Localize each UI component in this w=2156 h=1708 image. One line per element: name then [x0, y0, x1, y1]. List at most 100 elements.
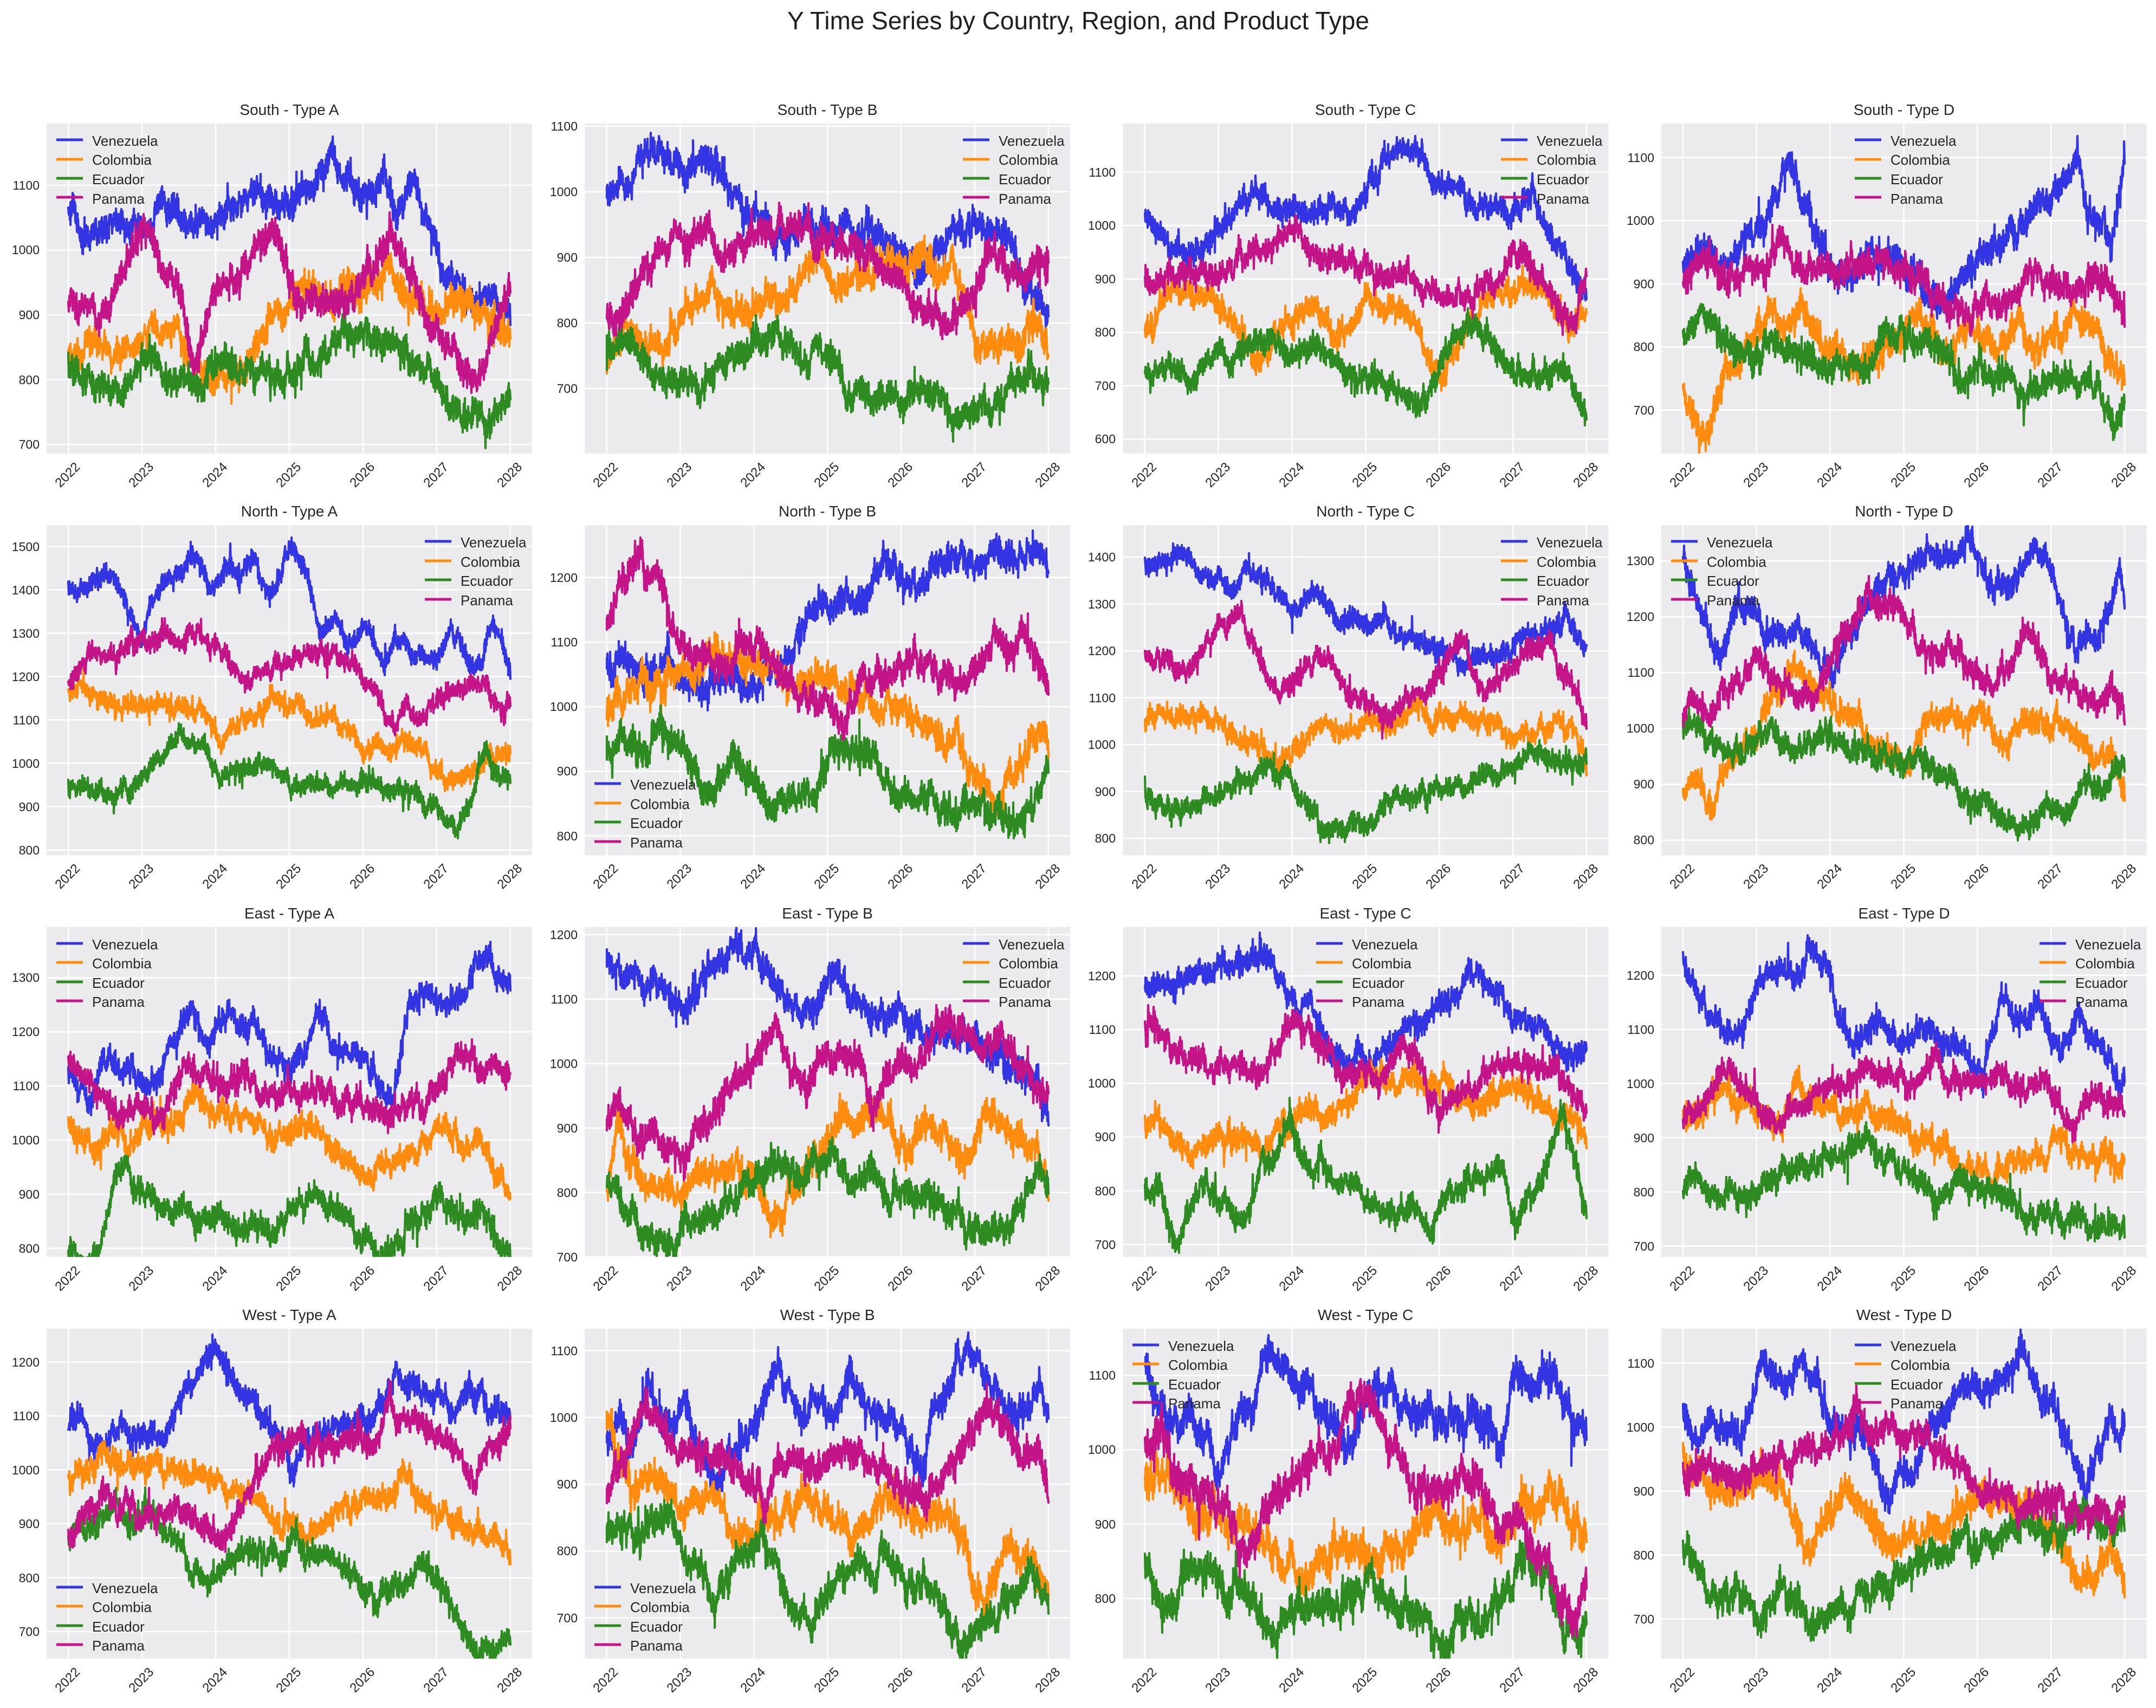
svg-text:900: 900 [1634, 777, 1654, 791]
svg-text:East - Type D: East - Type D [1858, 905, 1950, 922]
svg-text:900: 900 [557, 1121, 578, 1135]
svg-text:1000: 1000 [12, 243, 40, 257]
svg-text:1000: 1000 [12, 1133, 40, 1147]
svg-text:West - Type D: West - Type D [1856, 1306, 1952, 1323]
svg-text:Colombia: Colombia [2075, 955, 2135, 972]
svg-text:Panama: Panama [1168, 1395, 1221, 1412]
svg-text:1300: 1300 [12, 971, 40, 985]
svg-text:Panama: Panama [461, 592, 513, 609]
svg-text:700: 700 [19, 437, 40, 451]
svg-text:1300: 1300 [1627, 554, 1654, 568]
svg-text:900: 900 [19, 308, 40, 322]
svg-text:Venezuela: Venezuela [1707, 534, 1773, 551]
svg-text:900: 900 [557, 250, 578, 264]
svg-text:1000: 1000 [12, 1463, 40, 1477]
svg-text:Panama: Panama [630, 1638, 683, 1654]
svg-text:900: 900 [1634, 277, 1654, 291]
svg-text:Panama: Panama [1537, 191, 1589, 207]
svg-text:North - Type D: North - Type D [1855, 503, 1953, 520]
svg-text:West - Type A: West - Type A [242, 1306, 336, 1323]
svg-text:Colombia: Colombia [1537, 152, 1596, 168]
svg-text:Ecuador: Ecuador [92, 1619, 145, 1635]
svg-text:Ecuador: Ecuador [1707, 573, 1759, 589]
svg-text:800: 800 [19, 1241, 40, 1256]
svg-text:700: 700 [557, 1611, 578, 1625]
svg-text:1400: 1400 [1088, 550, 1116, 564]
svg-text:Venezuela: Venezuela [1352, 936, 1418, 953]
svg-text:700: 700 [1634, 1239, 1654, 1253]
svg-text:Panama: Panama [630, 834, 683, 851]
svg-text:Panama: Panama [1707, 592, 1759, 609]
svg-text:Colombia: Colombia [461, 554, 520, 570]
svg-text:1200: 1200 [1088, 969, 1116, 983]
svg-text:800: 800 [557, 1544, 578, 1558]
svg-text:1000: 1000 [550, 185, 578, 199]
svg-text:Ecuador: Ecuador [1537, 573, 1589, 589]
svg-text:Venezuela: Venezuela [1168, 1338, 1234, 1354]
svg-text:1200: 1200 [1627, 968, 1654, 982]
svg-text:Panama: Panama [1537, 592, 1589, 609]
svg-text:1000: 1000 [12, 756, 40, 771]
svg-text:800: 800 [1634, 340, 1654, 354]
svg-text:700: 700 [1634, 403, 1654, 417]
svg-text:900: 900 [19, 1187, 40, 1201]
svg-text:1500: 1500 [12, 540, 40, 554]
svg-text:West - Type C: West - Type C [1318, 1306, 1413, 1323]
svg-text:Ecuador: Ecuador [461, 573, 513, 589]
svg-text:800: 800 [19, 373, 40, 387]
svg-text:Ecuador: Ecuador [999, 975, 1051, 991]
svg-text:900: 900 [1095, 1517, 1116, 1531]
svg-text:Ecuador: Ecuador [92, 975, 145, 991]
svg-text:North - Type A: North - Type A [241, 503, 338, 520]
svg-text:Colombia: Colombia [92, 1599, 152, 1615]
svg-text:Colombia: Colombia [1707, 554, 1766, 570]
svg-text:700: 700 [1095, 1238, 1116, 1252]
svg-text:1100: 1100 [1628, 665, 1654, 680]
svg-text:Panama: Panama [1352, 994, 1404, 1010]
svg-text:1100: 1100 [551, 119, 578, 133]
svg-text:Colombia: Colombia [1537, 554, 1596, 570]
svg-text:Panama: Panama [1890, 191, 1943, 207]
svg-text:East - Type C: East - Type C [1319, 905, 1411, 922]
svg-text:1100: 1100 [1089, 165, 1116, 179]
svg-text:North - Type C: North - Type C [1316, 503, 1415, 520]
svg-text:Colombia: Colombia [630, 1599, 690, 1615]
svg-text:900: 900 [1095, 785, 1116, 799]
svg-text:East - Type B: East - Type B [782, 905, 873, 922]
svg-text:1000: 1000 [1627, 1420, 1654, 1434]
svg-text:Venezuela: Venezuela [461, 534, 527, 551]
svg-text:Ecuador: Ecuador [1890, 171, 1943, 187]
svg-text:Colombia: Colombia [92, 955, 152, 972]
svg-text:800: 800 [19, 843, 40, 857]
svg-text:Venezuela: Venezuela [2075, 936, 2141, 953]
svg-text:Panama: Panama [999, 994, 1051, 1010]
svg-text:1000: 1000 [1088, 1442, 1116, 1457]
svg-text:Venezuela: Venezuela [92, 133, 158, 149]
svg-text:800: 800 [557, 316, 578, 330]
svg-text:1200: 1200 [12, 670, 40, 684]
svg-text:900: 900 [557, 1477, 578, 1491]
svg-text:Venezuela: Venezuela [999, 936, 1065, 953]
svg-text:Ecuador: Ecuador [999, 171, 1051, 187]
svg-text:1200: 1200 [12, 1025, 40, 1039]
svg-text:800: 800 [1095, 325, 1116, 339]
svg-text:1000: 1000 [1088, 1076, 1116, 1090]
svg-text:1100: 1100 [1089, 1023, 1116, 1037]
svg-text:1100: 1100 [1628, 151, 1654, 165]
svg-text:Colombia: Colombia [999, 955, 1058, 972]
svg-text:1100: 1100 [551, 635, 578, 649]
svg-text:1000: 1000 [1627, 214, 1654, 228]
svg-text:800: 800 [1095, 831, 1116, 845]
svg-text:Ecuador: Ecuador [1537, 171, 1589, 187]
svg-text:Ecuador: Ecuador [630, 1619, 683, 1635]
svg-text:Venezuela: Venezuela [630, 1580, 696, 1596]
svg-text:1000: 1000 [550, 1411, 578, 1425]
svg-text:900: 900 [1634, 1131, 1654, 1145]
svg-text:Panama: Panama [2075, 994, 2128, 1010]
svg-text:Ecuador: Ecuador [92, 171, 145, 187]
svg-text:1100: 1100 [13, 178, 40, 192]
svg-text:900: 900 [19, 1517, 40, 1531]
svg-text:Colombia: Colombia [999, 152, 1058, 168]
svg-text:1100: 1100 [551, 992, 578, 1006]
svg-text:North - Type B: North - Type B [779, 503, 876, 520]
